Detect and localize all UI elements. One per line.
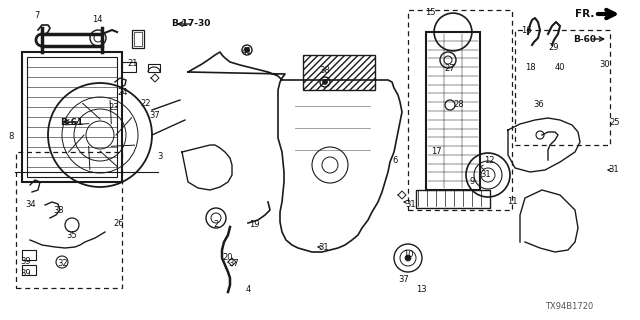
- Text: 15: 15: [425, 8, 435, 17]
- Text: 17: 17: [431, 147, 442, 156]
- Bar: [134, 32, 142, 46]
- Bar: [132, 30, 144, 48]
- Text: 20: 20: [222, 253, 232, 262]
- Text: 8: 8: [9, 132, 14, 141]
- Text: 7: 7: [35, 11, 40, 20]
- Text: FR.: FR.: [575, 9, 595, 19]
- Bar: [408, 10, 512, 210]
- Text: 30: 30: [600, 60, 610, 68]
- Bar: [16, 152, 122, 288]
- Bar: [416, 190, 490, 208]
- Text: 11: 11: [507, 197, 517, 206]
- Circle shape: [244, 47, 250, 52]
- Text: 31: 31: [608, 165, 618, 174]
- Text: 31: 31: [318, 243, 328, 252]
- Text: 33: 33: [54, 206, 64, 215]
- Text: 31: 31: [480, 170, 490, 179]
- Text: 6: 6: [393, 156, 398, 164]
- Text: 35: 35: [67, 231, 77, 240]
- Text: 41: 41: [241, 47, 252, 56]
- Bar: [22, 250, 36, 260]
- Circle shape: [405, 255, 411, 261]
- Text: 39: 39: [20, 257, 31, 266]
- Bar: [426, 32, 480, 190]
- Text: 16: 16: [521, 26, 531, 35]
- Text: 14: 14: [92, 15, 102, 24]
- Bar: [22, 52, 122, 182]
- Text: B-61: B-61: [60, 118, 83, 127]
- Bar: [122, 62, 136, 72]
- Circle shape: [323, 79, 328, 84]
- Text: 21: 21: [128, 59, 138, 68]
- Text: 9: 9: [470, 177, 475, 186]
- Text: 37: 37: [228, 259, 239, 268]
- Text: 28: 28: [453, 100, 463, 109]
- Text: 36: 36: [534, 100, 544, 109]
- Text: 37: 37: [398, 275, 408, 284]
- Text: B-60: B-60: [573, 35, 596, 44]
- Text: 19: 19: [250, 220, 260, 229]
- Text: 25: 25: [609, 118, 620, 127]
- Text: 32: 32: [58, 259, 68, 268]
- Bar: [515, 30, 610, 145]
- Text: 2: 2: [214, 220, 219, 229]
- Text: 39: 39: [20, 269, 31, 278]
- Text: 12: 12: [484, 156, 495, 165]
- Text: 23: 23: [109, 103, 119, 112]
- Bar: [22, 265, 36, 275]
- Text: 3: 3: [157, 152, 163, 161]
- Text: 10: 10: [403, 250, 413, 259]
- Text: B-17-30: B-17-30: [171, 19, 211, 28]
- Text: 24: 24: [118, 88, 128, 97]
- Text: 40: 40: [555, 63, 565, 72]
- Text: 22: 22: [141, 99, 151, 108]
- Text: 4: 4: [246, 285, 251, 294]
- Text: 27: 27: [444, 64, 454, 73]
- Text: 18: 18: [525, 63, 535, 72]
- Text: 34: 34: [26, 200, 36, 209]
- Bar: [303, 55, 375, 90]
- Text: 31: 31: [406, 200, 416, 209]
- Bar: [148, 64, 160, 72]
- Text: 13: 13: [416, 285, 426, 294]
- Text: 37: 37: [150, 111, 160, 120]
- Text: 29: 29: [548, 43, 559, 52]
- Text: TX94B1720: TX94B1720: [545, 302, 594, 311]
- Bar: [27, 57, 117, 177]
- Text: 26: 26: [113, 219, 124, 228]
- Text: 38: 38: [320, 66, 330, 75]
